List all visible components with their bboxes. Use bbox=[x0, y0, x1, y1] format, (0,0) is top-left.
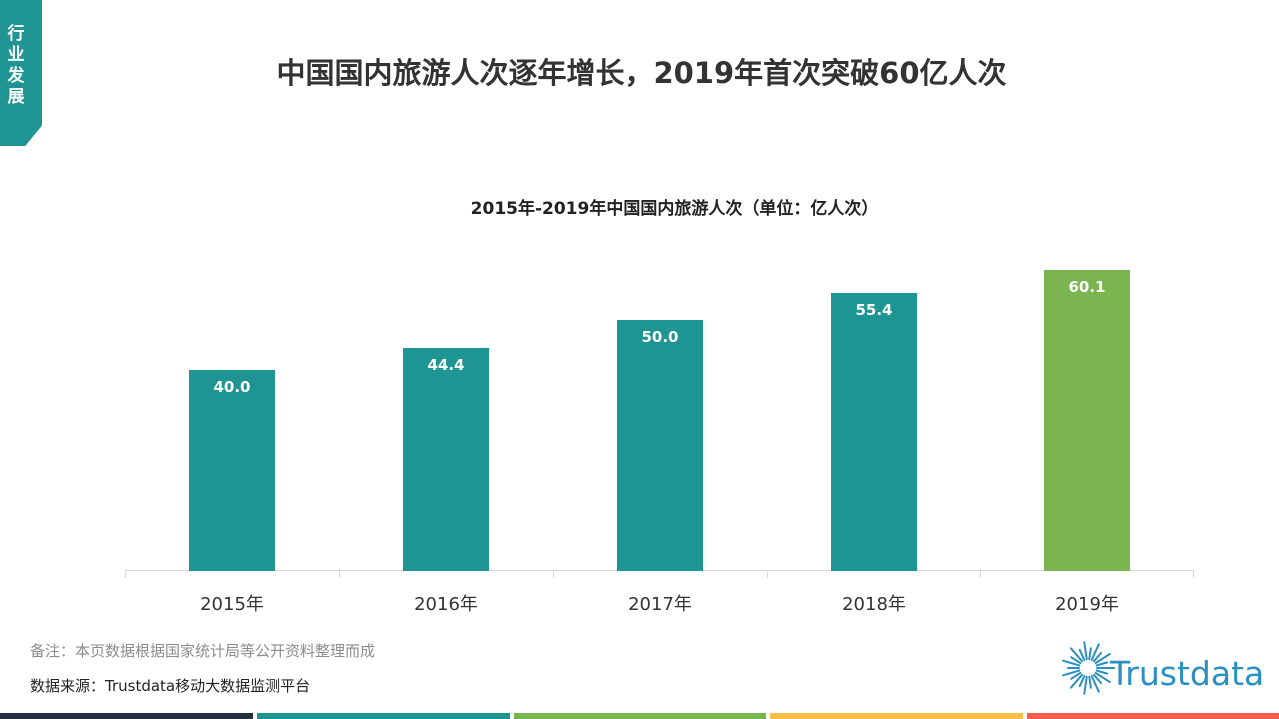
x-axis-tick bbox=[125, 571, 126, 578]
x-axis-label: 2019年 bbox=[1055, 594, 1119, 615]
bar-2015: 40.0 bbox=[189, 370, 275, 571]
logo-text: Trustdata bbox=[1110, 654, 1265, 693]
bar-value-label: 60.1 bbox=[1068, 278, 1106, 296]
bar-2016: 44.4 bbox=[403, 348, 489, 571]
x-axis-tick bbox=[1193, 571, 1194, 578]
data-source: 数据来源：Trustdata移动大数据监测平台 bbox=[30, 677, 311, 695]
footer-bar bbox=[514, 713, 766, 719]
section-tab: 行业发展 bbox=[0, 0, 42, 146]
bar-2017: 50.0 bbox=[617, 320, 703, 571]
page-title: 中国国内旅游人次逐年增长，2019年首次突破60亿人次 bbox=[276, 56, 1007, 90]
bar-value-label: 40.0 bbox=[213, 378, 251, 396]
x-axis-tick bbox=[553, 571, 554, 578]
x-axis-label: 2016年 bbox=[414, 594, 478, 615]
footer-bar bbox=[0, 713, 253, 719]
x-axis-label: 2018年 bbox=[842, 594, 906, 615]
x-axis-label: 2017年 bbox=[628, 594, 692, 615]
section-tab-label: 行业发展 bbox=[7, 24, 25, 107]
x-axis-label: 2015年 bbox=[200, 594, 264, 615]
footer-bar bbox=[770, 713, 1023, 719]
footer-color-strip bbox=[0, 713, 1279, 719]
footnote: 备注：本页数据根据国家统计局等公开资料整理而成 bbox=[30, 642, 376, 660]
x-axis-tick bbox=[339, 571, 340, 578]
bar-chart: 40.0 44.4 50.0 55.4 60.1 2015年 2016年 201… bbox=[125, 240, 1194, 615]
bar-value-label: 55.4 bbox=[855, 301, 893, 319]
chart-title: 2015年-2019年中国国内旅游人次（单位：亿人次） bbox=[470, 199, 879, 219]
trustdata-logo: Trustdata bbox=[1058, 632, 1268, 702]
bar-value-label: 44.4 bbox=[427, 356, 465, 374]
footer-bar bbox=[1027, 713, 1279, 719]
x-axis-tick bbox=[980, 571, 981, 578]
bar-value-label: 50.0 bbox=[641, 328, 679, 346]
bar-2019: 60.1 bbox=[1044, 270, 1130, 571]
bar-2018: 55.4 bbox=[831, 293, 917, 571]
sunburst-icon bbox=[1062, 641, 1115, 695]
x-axis-tick bbox=[767, 571, 768, 578]
footer-bar bbox=[257, 713, 510, 719]
